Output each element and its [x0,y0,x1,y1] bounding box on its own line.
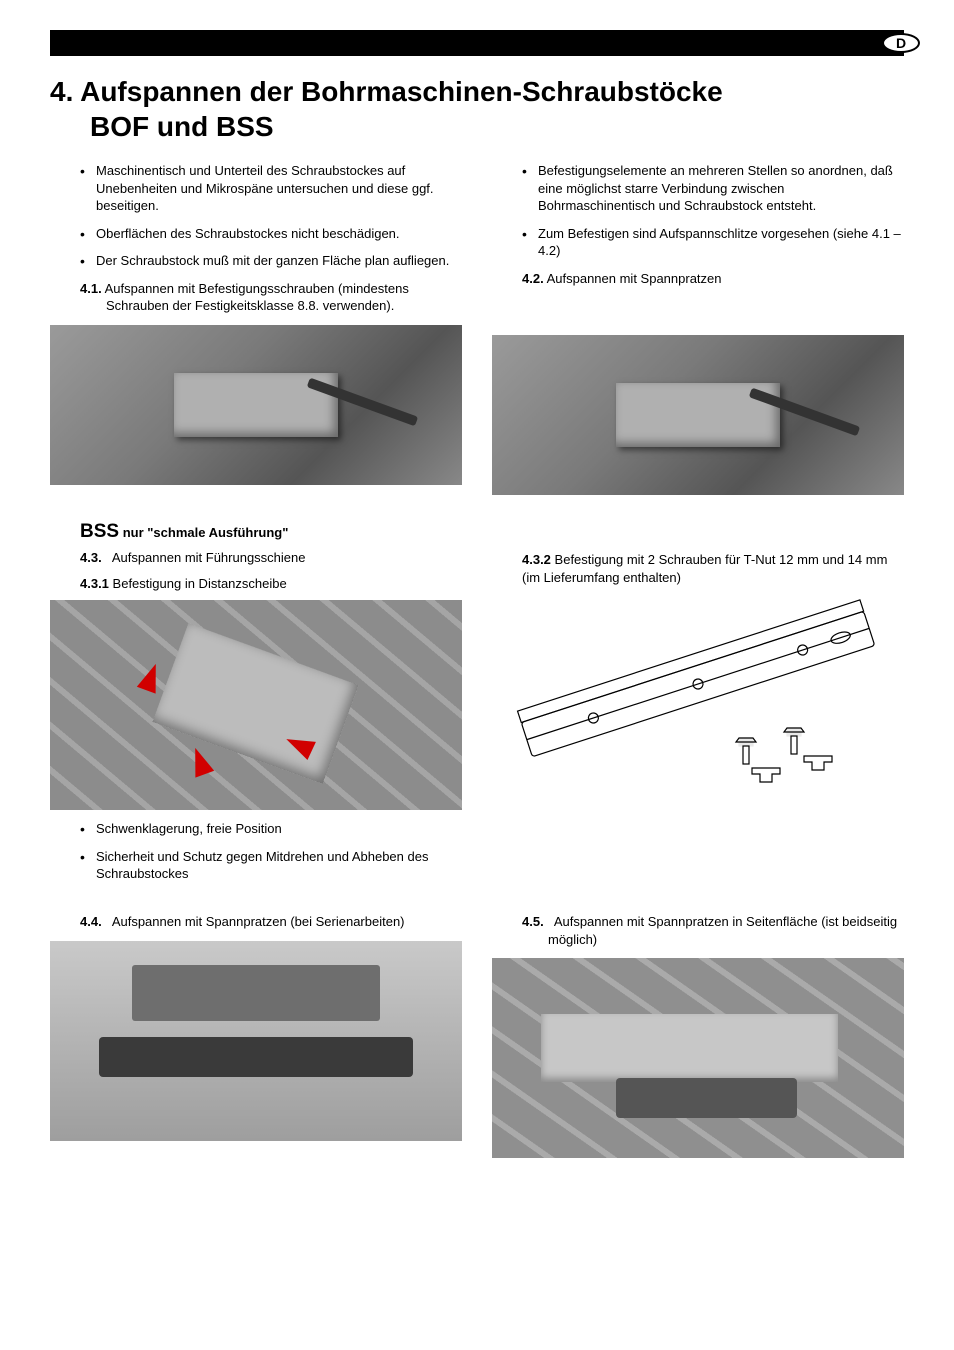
item-number: 4.1. [80,281,102,296]
swivel-bullets: Schwenklagerung, freie Position Sicherhe… [50,820,462,883]
page: D 4. Aufspannen der Bohrmaschinen-Schrau… [0,0,954,1198]
item-text: Aufspannen mit Spannpratzen in Seitenflä… [548,914,897,947]
arrow-icon [136,661,164,694]
item-text: Befestigung in Distanzscheibe [113,576,287,591]
intro-bullets-left: Maschinentisch und Unterteil des Schraub… [50,162,462,270]
col-left-bss: BSS nur "schmale Ausführung" 4.3. Aufspa… [50,503,462,907]
photo-4-4-series-clamping [50,941,462,1141]
item-number: 4.2. [522,271,544,286]
intro-bullets-right: Befestigungselemente an mehreren Stellen… [492,162,904,260]
photo-4-5-side-clamping [492,958,904,1158]
bullet: Oberflächen des Schraubstockes nicht bes… [80,225,462,243]
bss-rest: nur "schmale Ausführung" [123,525,289,540]
col-left-intro: Maschinentisch und Unterteil des Schraub… [50,162,462,495]
spacer [492,799,904,907]
row-4-4-4-5: 4.4. Aufspannen mit Spannpratzen (bei Se… [50,913,904,1158]
section-title-line-1: Aufspannen der Bohrmaschinen-Schraubstöc… [80,76,723,107]
item-number: 4.3.2 [522,552,551,567]
section-heading: 4. Aufspannen der Bohrmaschinen-Schraubs… [50,74,904,144]
col-right-bss: 4.3.2 Befestigung mit 2 Schrauben für T-… [492,505,904,907]
item-text: Aufspannen mit Führungsschiene [112,550,306,565]
spacer [492,505,904,551]
col-right-4-5: 4.5. Aufspannen mit Spannpratzen in Seit… [492,913,904,1158]
bss-big: BSS [80,521,119,542]
item-4-3: 4.3. Aufspannen mit Führungsschiene [50,549,462,567]
item-number: 4.3. [80,550,102,565]
diagram-tnut-rail [492,594,904,794]
photo-4-2-clamping-claws [492,335,904,495]
top-header-bar: D [50,30,904,56]
col-left-4-4: 4.4. Aufspannen mit Spannpratzen (bei Se… [50,913,462,1158]
row-intro: Maschinentisch und Unterteil des Schraub… [50,162,904,495]
item-text: Aufspannen mit Befestigungsschrauben (mi… [105,281,409,314]
section-number: 4. [50,76,73,107]
item-4-2: 4.2. Aufspannen mit Spannpratzen [492,270,904,288]
item-4-5: 4.5. Aufspannen mit Spannpratzen in Seit… [492,913,904,948]
bullet: Der Schraubstock muß mit der ganzen Fläc… [80,252,462,270]
bullet: Befestigungselemente an mehreren Stellen… [522,162,904,215]
item-number: 4.5. [522,914,544,929]
bullet: Maschinentisch und Unterteil des Schraub… [80,162,462,215]
item-4-4: 4.4. Aufspannen mit Spannpratzen (bei Se… [50,913,462,931]
photo-4-3-1-swivel-mount [50,600,462,810]
spacer [492,295,904,335]
bullet: Schwenklagerung, freie Position [80,820,462,838]
item-text: Aufspannen mit Spannpratzen (bei Seriena… [112,914,405,929]
item-number: 4.3.1 [80,576,109,591]
row-bss: BSS nur "schmale Ausführung" 4.3. Aufspa… [50,503,904,907]
item-4-1: 4.1. Aufspannen mit Befestigungsschraube… [50,280,462,315]
section-title-line-2: BOF und BSS [50,109,904,144]
bullet: Sicherheit und Schutz gegen Mitdrehen un… [80,848,462,883]
photo-4-1-mounting-bolts [50,325,462,485]
col-right-intro: Befestigungselemente an mehreren Stellen… [492,162,904,495]
item-4-3-2: 4.3.2 Befestigung mit 2 Schrauben für T-… [492,551,904,586]
bullet: Zum Befestigen sind Aufspannschlitze vor… [522,225,904,260]
bss-heading: BSS nur "schmale Ausführung" [80,521,462,543]
arrow-icon [282,730,316,760]
item-4-3-1: 4.3.1 Befestigung in Distanzscheibe [50,575,462,593]
item-number: 4.4. [80,914,102,929]
arrow-icon [186,745,214,778]
language-badge: D [882,33,920,53]
item-text: Aufspannen mit Spannpratzen [547,271,722,286]
item-text: Befestigung mit 2 Schrauben für T-Nut 12… [522,552,887,585]
